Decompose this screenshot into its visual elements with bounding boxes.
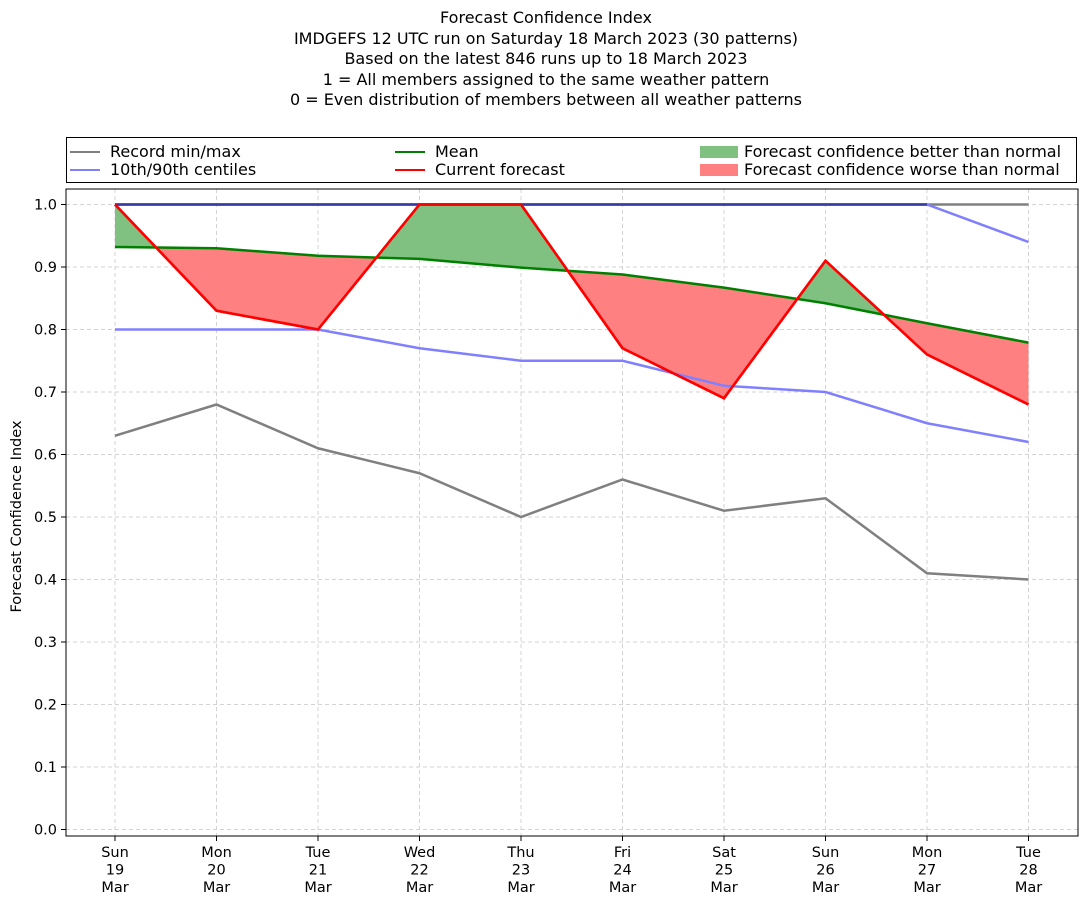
y-axis-title: Forecast Confidence Index: [9, 420, 25, 612]
chart-subtitle-scale-min: 0 = Even distribution of members between…: [289, 90, 803, 110]
x-tick-label: Mon 27 Mar: [912, 845, 943, 896]
y-tick-label: 0.6: [34, 448, 57, 464]
x-tick-label: Tue 28 Mar: [1015, 845, 1042, 896]
legend-label-current: Current forecast: [435, 160, 565, 179]
worse-than-normal-area: [927, 323, 1029, 405]
axis-tick-layer: 0.0 0.1 0.2 0.3 0.4 0.5 0.6 0.7 0.8 0.9 1.0 Sun 19 Ma…: [34, 198, 1042, 897]
series-line-layer: [114, 203, 1030, 581]
y-tick-label: 0.3: [34, 635, 57, 651]
legend-label-record: Record min/max: [110, 142, 241, 161]
x-tick-label: Thu 23 Mar: [506, 845, 534, 896]
legend-label-worse: Forecast confidence worse than normal: [744, 160, 1060, 179]
x-tick-label: Tue 21 Mar: [304, 845, 331, 896]
legend-swatch-current: [395, 169, 425, 171]
record-min-line: [114, 403, 1029, 581]
y-tick-label: 0.0: [34, 823, 57, 839]
legend-item-current: Current forecast: [395, 161, 565, 179]
y-tick-label: 0.9: [34, 260, 57, 276]
x-tick-label: Sat 25 Mar: [710, 845, 737, 896]
legend-item-better: Forecast confidence better than normal: [700, 143, 1061, 161]
legend-swatch-better: [700, 146, 738, 158]
x-tick-label: Sun 26 Mar: [812, 845, 840, 896]
worse-than-normal-area: [724, 287, 798, 399]
legend-swatch-record: [70, 151, 100, 153]
legend-swatch-mean: [395, 151, 425, 153]
y-tick-label: 0.2: [34, 698, 57, 714]
legend-item-worse: Forecast confidence worse than normal: [700, 161, 1060, 179]
chart-subtitle-run: IMDGEFS 12 UTC run on Saturday 18 March …: [293, 28, 799, 48]
legend-swatch-centiles: [70, 169, 100, 171]
x-tick-label: Mon 20 Mar: [201, 845, 232, 896]
worse-than-normal-area: [216, 248, 318, 330]
chart-subtitle-basis: Based on the latest 846 runs up to 18 Ma…: [344, 49, 748, 69]
x-tick-label: Wed 22 Mar: [404, 845, 436, 896]
legend-label-mean: Mean: [435, 142, 479, 161]
y-tick-label: 0.8: [34, 323, 57, 339]
y-tick-label: 0.4: [34, 573, 57, 589]
legend-item-record: Record min/max: [70, 143, 241, 161]
worse-than-normal-area: [622, 274, 724, 399]
chart-title: Forecast Confidence Index: [440, 8, 652, 27]
current-forecast-line-top: [114, 203, 1030, 406]
legend: Record min/max 10th/90th centiles Mean C…: [66, 137, 1077, 183]
centile-90th-line: [115, 203, 1029, 244]
x-tick-label: Sun 19 Mar: [101, 845, 129, 896]
legend-label-centiles: 10th/90th centiles: [110, 160, 257, 179]
y-tick-label: 0.5: [34, 510, 57, 526]
centile-10th-line: [115, 328, 1029, 444]
mean-line: [114, 245, 1029, 344]
legend-label-better: Forecast confidence better than normal: [744, 142, 1062, 161]
y-tick-label: 1.0: [34, 198, 57, 214]
legend-item-centiles: 10th/90th centiles: [70, 161, 256, 179]
chart-title-block: Forecast Confidence Index IMDGEFS 12 UTC…: [0, 8, 1092, 111]
x-tick-label: Fri 24 Mar: [609, 845, 636, 896]
y-tick-label: 0.1: [34, 760, 57, 776]
y-tick-label: 0.7: [34, 385, 57, 401]
chart-subtitle-scale-max: 1 = All members assigned to the same wea…: [322, 69, 770, 89]
plot-frame: [65, 188, 1079, 837]
confidence-fill-layer: [115, 204, 1029, 405]
legend-item-mean: Mean: [395, 143, 479, 161]
better-than-normal-area: [419, 204, 521, 268]
legend-swatch-worse: [700, 164, 738, 176]
